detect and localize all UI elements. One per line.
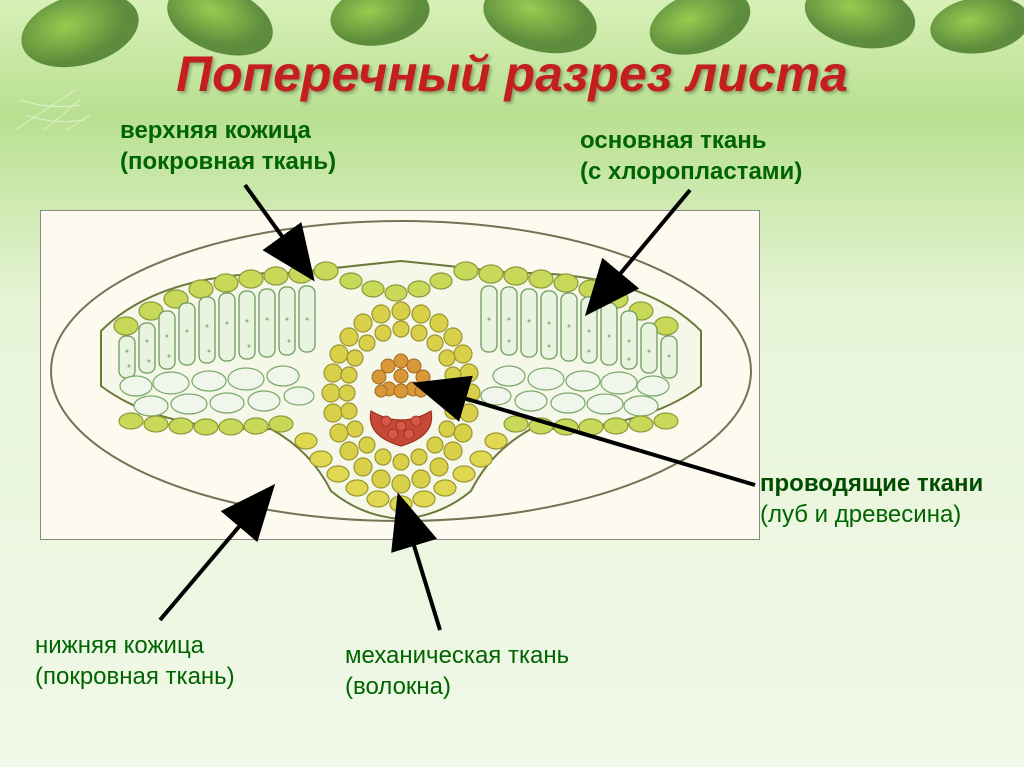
label-line2: (волокна) — [345, 671, 569, 702]
label-line1: нижняя кожица — [35, 630, 235, 661]
label-line1: основная ткань — [580, 125, 802, 156]
leaf-cross-section-diagram — [40, 210, 760, 540]
diagram-svg — [41, 211, 761, 541]
label-line2: (покровная ткань) — [35, 661, 235, 692]
label-line2: (с хлоропластами) — [580, 156, 802, 187]
label-line1: проводящие ткани — [760, 468, 983, 499]
label-line2: (луб и древесина) — [760, 499, 983, 530]
label-conducting: проводящие ткани (луб и древесина) — [760, 468, 983, 530]
label-main-tissue: основная ткань (с хлоропластами) — [580, 125, 802, 187]
label-lower-epidermis: нижняя кожица (покровная ткань) — [35, 630, 235, 692]
page-title: Поперечный разрез листа — [176, 45, 848, 103]
label-line1: механическая ткань — [345, 640, 569, 671]
label-mechanical: механическая ткань (волокна) — [345, 640, 569, 702]
label-line1: верхняя кожица — [120, 115, 336, 146]
label-upper-epidermis: верхняя кожица (покровная ткань) — [120, 115, 336, 177]
label-line2: (покровная ткань) — [120, 146, 336, 177]
